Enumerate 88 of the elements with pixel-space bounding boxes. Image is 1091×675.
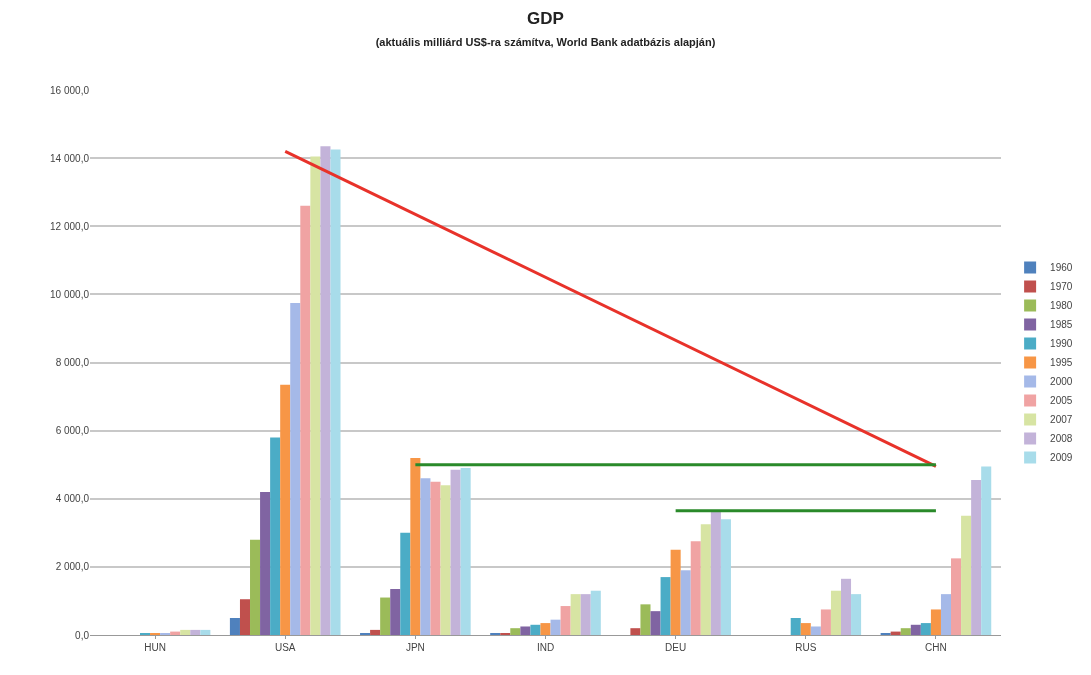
y-tick-label: 10 000,0 xyxy=(50,288,90,300)
bar xyxy=(951,558,962,635)
bar xyxy=(690,541,701,635)
legend-label: 1995 xyxy=(1050,357,1073,369)
legend-label: 2007 xyxy=(1050,414,1073,426)
chart-subtitle: (aktuális milliárd US$-ra számítva, World Bank adatbázis alapján) xyxy=(375,35,716,48)
bar xyxy=(270,437,281,635)
legend-label: 2000 xyxy=(1050,376,1073,388)
bar xyxy=(580,594,591,635)
bar xyxy=(961,515,972,635)
legend-label: 1970 xyxy=(1050,281,1073,293)
bar xyxy=(310,156,321,635)
bar xyxy=(530,624,541,635)
y-tick-label: 6 000,0 xyxy=(55,425,90,437)
bar xyxy=(920,623,931,635)
x-tick-label: DEU xyxy=(665,642,687,653)
bar xyxy=(200,629,211,635)
y-tick-label: 12 000,0 xyxy=(50,220,90,232)
bar xyxy=(680,570,691,635)
bar xyxy=(700,524,711,635)
bar xyxy=(940,594,952,635)
bar xyxy=(320,146,331,635)
bar xyxy=(570,594,581,635)
y-tick-label: 16 000,0 xyxy=(50,84,90,96)
bar xyxy=(900,628,911,635)
bar xyxy=(590,590,601,635)
bar xyxy=(410,457,421,635)
bar xyxy=(800,623,811,635)
bar xyxy=(550,619,561,635)
bar xyxy=(930,609,941,635)
x-tick-label: USA xyxy=(274,642,296,653)
legend-label: 2005 xyxy=(1050,395,1073,407)
bar xyxy=(540,623,551,635)
bar xyxy=(250,539,261,635)
bar xyxy=(910,624,921,635)
bar xyxy=(420,478,431,635)
legend-label: 2009 xyxy=(1050,452,1073,464)
x-tick-label: RUS xyxy=(795,642,817,653)
bar xyxy=(239,599,251,635)
bar xyxy=(560,606,571,635)
bar xyxy=(710,510,721,635)
bar xyxy=(430,481,441,635)
bar xyxy=(370,629,381,635)
x-tick-label: HUN xyxy=(144,642,166,653)
bar xyxy=(390,589,401,635)
bar xyxy=(190,629,201,635)
bar xyxy=(280,384,291,635)
bar xyxy=(400,532,411,635)
legend-label: 1990 xyxy=(1050,338,1073,350)
bar xyxy=(260,491,271,635)
bar xyxy=(971,480,982,635)
bar xyxy=(790,617,801,635)
bar xyxy=(180,629,191,635)
y-tick-label: 2 000,0 xyxy=(55,561,90,573)
bar xyxy=(300,205,311,635)
bar xyxy=(830,590,841,635)
bar xyxy=(640,604,651,635)
x-tick-label: CHN xyxy=(925,642,947,653)
x-tick-label: JPN xyxy=(405,642,425,653)
bar xyxy=(660,577,671,635)
bar xyxy=(840,578,852,635)
bar xyxy=(290,302,301,635)
y-tick-label: 4 000,0 xyxy=(55,493,90,505)
chart-title: GDP xyxy=(527,8,564,28)
bar xyxy=(450,469,461,635)
bar xyxy=(670,549,681,635)
bar xyxy=(810,626,821,635)
y-tick-label: 14 000,0 xyxy=(50,152,90,164)
bar xyxy=(650,611,661,635)
bar xyxy=(820,609,831,635)
bar xyxy=(229,617,240,635)
bar xyxy=(851,594,862,635)
bar xyxy=(440,485,451,635)
bar xyxy=(460,468,471,635)
bar xyxy=(380,597,391,635)
legend-label: 2008 xyxy=(1050,433,1073,445)
bar xyxy=(510,628,521,635)
bar xyxy=(720,519,731,635)
y-tick-label: 0,0 xyxy=(75,629,90,641)
legend-label: 1960 xyxy=(1050,262,1073,274)
legend-label: 1980 xyxy=(1050,300,1073,312)
bar xyxy=(630,628,641,635)
bar xyxy=(981,466,992,635)
x-tick-label: IND xyxy=(536,642,555,653)
y-tick-label: 8 000,0 xyxy=(55,357,90,368)
legend-label: 1985 xyxy=(1050,319,1073,331)
bar xyxy=(330,149,341,635)
bar xyxy=(520,626,531,635)
